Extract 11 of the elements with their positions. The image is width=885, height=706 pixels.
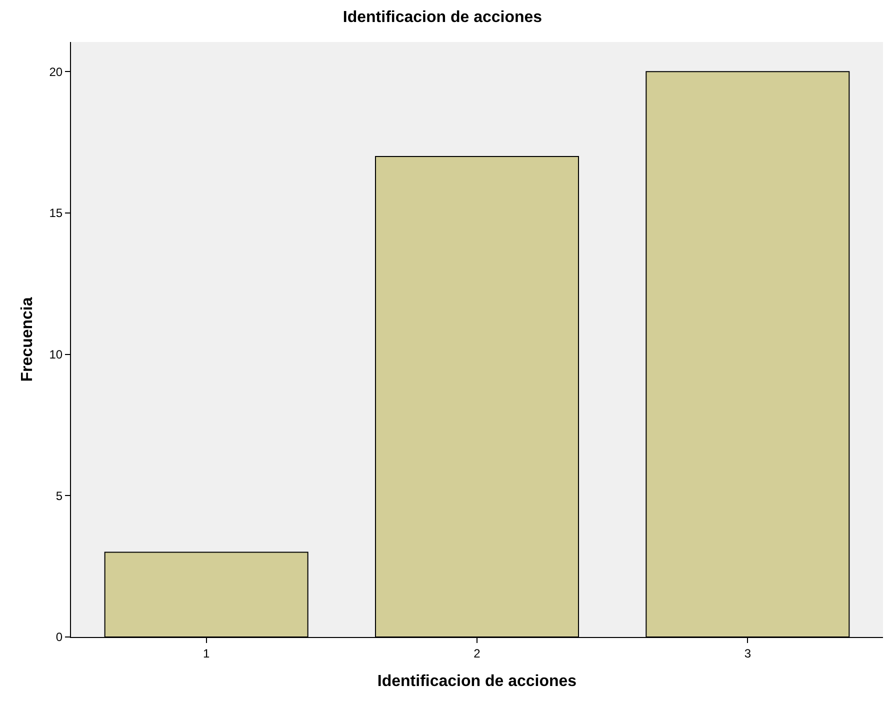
x-tick-label: 1 (202, 646, 210, 660)
x-tick-label: 2 (474, 646, 481, 660)
chart-title: Identificacion de acciones (342, 8, 542, 26)
y-tick-label: 5 (56, 488, 63, 503)
y-tick-label: 0 (56, 630, 63, 644)
y-tick-label: 10 (49, 348, 63, 362)
y-tick-label: 15 (49, 206, 63, 220)
y-tick-label: 20 (49, 64, 63, 79)
y-axis-title: Frecuencia (19, 297, 36, 382)
x-axis-title: Identificacion de acciones (377, 673, 577, 690)
x-tick-label: 3 (744, 646, 752, 660)
